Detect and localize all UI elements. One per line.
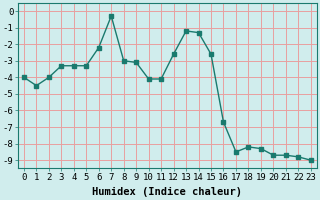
X-axis label: Humidex (Indice chaleur): Humidex (Indice chaleur) <box>92 187 242 197</box>
